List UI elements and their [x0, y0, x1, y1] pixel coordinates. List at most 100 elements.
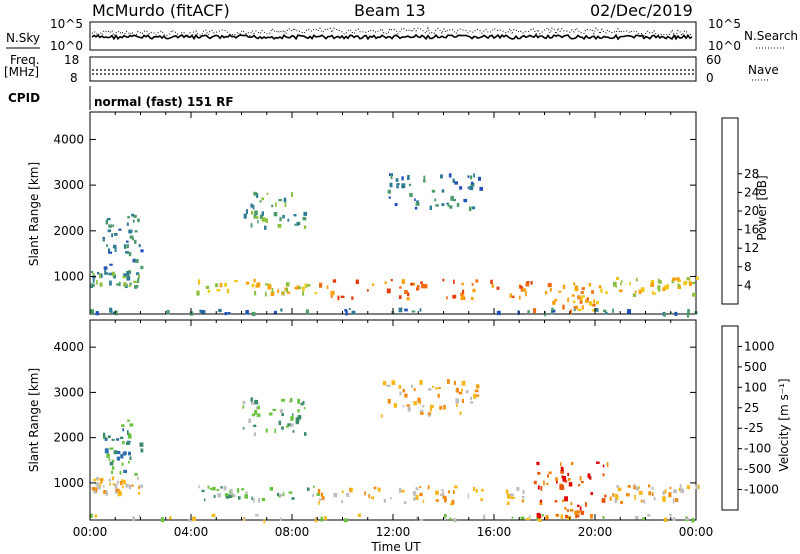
echo-cell — [496, 310, 501, 316]
echo-cell — [544, 290, 548, 295]
echo-cell — [652, 292, 656, 295]
echo-cell — [223, 485, 227, 491]
echo-cell — [107, 218, 111, 221]
echo-cell — [602, 473, 605, 477]
echo-cell — [132, 258, 136, 263]
echo-cell — [264, 225, 267, 230]
echo-cell — [346, 492, 350, 497]
echo-cell — [122, 451, 127, 456]
echo-cell — [691, 517, 695, 523]
echo-cell — [554, 500, 558, 503]
echo-cell — [393, 403, 397, 408]
echo-cell — [620, 282, 622, 286]
echo-cell — [134, 472, 138, 476]
echo-cell — [575, 514, 580, 518]
y-tick-label: 1000 — [53, 270, 84, 284]
echo-cell — [116, 456, 120, 461]
echo-cell — [297, 409, 300, 413]
echo-cell — [460, 292, 464, 297]
echo-cell — [575, 513, 578, 519]
echo-cell — [606, 462, 609, 467]
echo-cell — [659, 280, 662, 284]
echo-cell — [435, 490, 439, 495]
echo-cell — [640, 288, 645, 293]
echo-cell — [349, 308, 351, 310]
velocity-panel: 1000 2000 3000 4000 00:00 04:00 08:00 12:00 16:… — [27, 319, 791, 554]
echo-cell — [511, 516, 514, 519]
velocity-heatmap — [90, 379, 700, 524]
echo-cell — [254, 399, 259, 405]
echo-cell — [351, 296, 354, 300]
echo-cell — [288, 491, 293, 494]
echo-cell — [304, 283, 307, 287]
echo-cell — [253, 278, 256, 283]
echo-cell — [642, 499, 646, 504]
echo-cell — [229, 491, 234, 496]
echo-cell — [259, 214, 264, 219]
colorbar-tick-label: 20 — [744, 204, 759, 218]
echo-cell — [372, 283, 375, 286]
echo-cell — [561, 499, 564, 503]
echo-cell — [443, 404, 446, 410]
echo-cell — [386, 288, 391, 294]
echo-cell — [128, 252, 132, 257]
noise-sky-trace — [91, 33, 693, 41]
echo-cell — [127, 269, 130, 272]
echo-cell — [219, 282, 223, 288]
echo-cell — [282, 214, 285, 219]
echo-cell — [396, 185, 399, 189]
echo-cell — [669, 513, 672, 517]
echo-cell — [440, 174, 443, 179]
echo-cell — [251, 401, 255, 405]
echo-cell — [114, 483, 118, 489]
echo-cell — [573, 306, 578, 309]
echo-cell — [282, 492, 285, 497]
echo-cell — [545, 515, 549, 520]
echo-cell — [680, 488, 684, 493]
date-title: 02/Dec/2019 — [590, 1, 693, 20]
echo-cell — [525, 291, 527, 297]
echo-cell — [95, 482, 98, 486]
echo-cell — [112, 244, 117, 249]
echo-cell — [473, 486, 476, 492]
echo-cell — [663, 285, 668, 290]
power-panel-frame — [89, 111, 697, 315]
echo-cell — [663, 312, 666, 317]
echo-cell — [615, 277, 619, 281]
echo-cell — [437, 393, 440, 398]
echo-cell — [122, 276, 127, 279]
echo-cell — [120, 454, 124, 459]
echo-cell — [281, 413, 284, 416]
echo-cell — [472, 288, 476, 293]
echo-cell — [516, 487, 520, 491]
freq-right-tick-top: 60 — [706, 53, 721, 67]
power-y-ticks: 1000 2000 3000 4000 — [53, 112, 697, 314]
echo-cell — [109, 483, 112, 486]
echo-cell — [687, 309, 690, 314]
echo-cell — [543, 480, 545, 486]
echo-cell — [119, 471, 122, 475]
echo-cell — [447, 490, 450, 494]
echo-cell — [409, 192, 413, 197]
echo-cell — [562, 284, 566, 290]
echo-cell — [266, 192, 269, 195]
echo-cell — [278, 495, 281, 498]
cpid-value: normal (fast) 151 RF — [94, 95, 234, 109]
echo-cell — [250, 223, 253, 228]
echo-cell — [395, 178, 399, 182]
echo-cell — [111, 466, 115, 470]
echo-cell — [109, 447, 114, 450]
echo-cell — [491, 284, 494, 288]
echo-cell — [109, 263, 113, 266]
echo-cell — [402, 389, 405, 393]
velocity-xlabel: Time UT — [370, 540, 421, 554]
echo-cell — [254, 216, 259, 219]
echo-cell — [677, 279, 681, 283]
y-tick-label: 3000 — [53, 385, 84, 399]
echo-cell — [121, 462, 124, 466]
echo-cell — [357, 513, 362, 517]
echo-cell — [133, 280, 137, 283]
echo-cell — [270, 291, 275, 297]
colorbar-tick-label: 12 — [744, 241, 759, 255]
echo-cell — [123, 480, 126, 485]
